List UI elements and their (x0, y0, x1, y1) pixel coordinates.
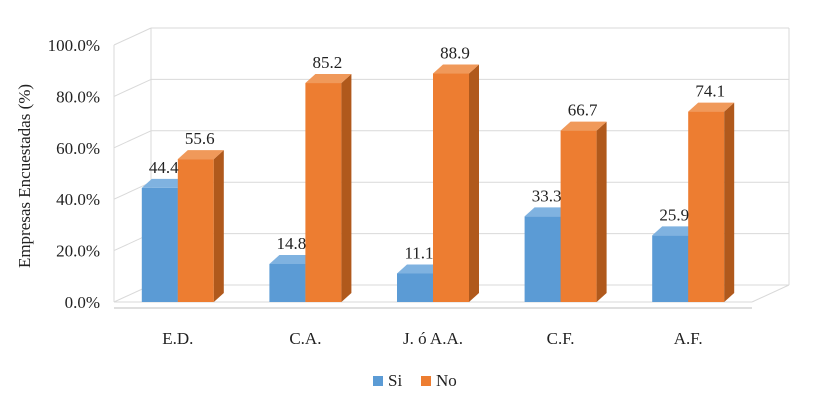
bar-front (397, 273, 433, 302)
data-label: 33.3 (532, 186, 562, 205)
y-tick-label: 100.0% (48, 36, 100, 55)
legend-swatch-si (373, 376, 383, 386)
bar-no (560, 121, 607, 303)
bar-top (524, 207, 571, 217)
x-category-label: A.F. (674, 329, 703, 348)
data-label: 85.2 (313, 53, 343, 72)
x-category-label: J. ó A.A. (403, 329, 463, 348)
bar-top (141, 178, 188, 188)
bar-side (596, 121, 607, 303)
x-category-label: C.A. (289, 329, 321, 348)
bar-no (433, 64, 479, 302)
bar-front (305, 83, 342, 302)
bar-no (177, 150, 224, 302)
gridline-side (113, 130, 152, 149)
bar-no (305, 74, 352, 302)
bar-top (269, 254, 316, 264)
data-label: 55.6 (185, 129, 215, 148)
y-axis-label: Empresas Encuestadas (%) (15, 84, 34, 268)
bar-top (688, 102, 735, 112)
y-tick-label: 0.0% (65, 293, 100, 312)
bar-top (560, 121, 607, 131)
bar-top (177, 150, 224, 160)
bar-front (177, 159, 214, 302)
data-label: 74.1 (695, 82, 725, 101)
bar-top (305, 74, 352, 84)
bar-top (433, 64, 479, 74)
bar-front (560, 130, 597, 302)
gridline-side (113, 27, 152, 46)
bar-front (269, 263, 306, 302)
data-label: 11.1 (404, 243, 433, 262)
legend-label-no: No (436, 371, 457, 390)
y-tick-label: 80.0% (56, 87, 100, 106)
labels-layer: E.D. 44.4 55.6 C.A. 14.8 85.2 J. ó A.A. 11.1 88.… (149, 44, 725, 348)
legend: Si No (373, 371, 457, 390)
bar-side (724, 102, 735, 302)
y-tick-label: 20.0% (56, 242, 100, 261)
bar-top (397, 264, 443, 274)
bar-front (652, 235, 689, 302)
bar-front (688, 111, 725, 302)
data-label: 25.9 (659, 205, 689, 224)
bar-front (524, 216, 561, 302)
gridline-side (113, 181, 152, 200)
bar-side (469, 64, 479, 302)
legend-label-si: Si (388, 371, 402, 390)
bars-layer (141, 64, 735, 303)
y-tick-label: 40.0% (56, 190, 100, 209)
data-label: 14.8 (277, 234, 307, 253)
y-tick-label: 60.0% (56, 139, 100, 158)
bar-side (213, 150, 224, 302)
data-label: 44.4 (149, 158, 179, 177)
bar-front (141, 187, 178, 302)
bar-side (341, 74, 352, 302)
bar-no (688, 102, 735, 302)
bar-front (433, 73, 469, 302)
bar-top (652, 226, 699, 236)
gridline-side (113, 78, 152, 97)
legend-swatch-no (421, 376, 431, 386)
floor-right-edge (751, 284, 790, 303)
data-label: 88.9 (440, 44, 470, 63)
x-category-label: E.D. (162, 329, 193, 348)
data-label: 66.7 (568, 101, 598, 120)
x-category-label: C.F. (547, 329, 575, 348)
